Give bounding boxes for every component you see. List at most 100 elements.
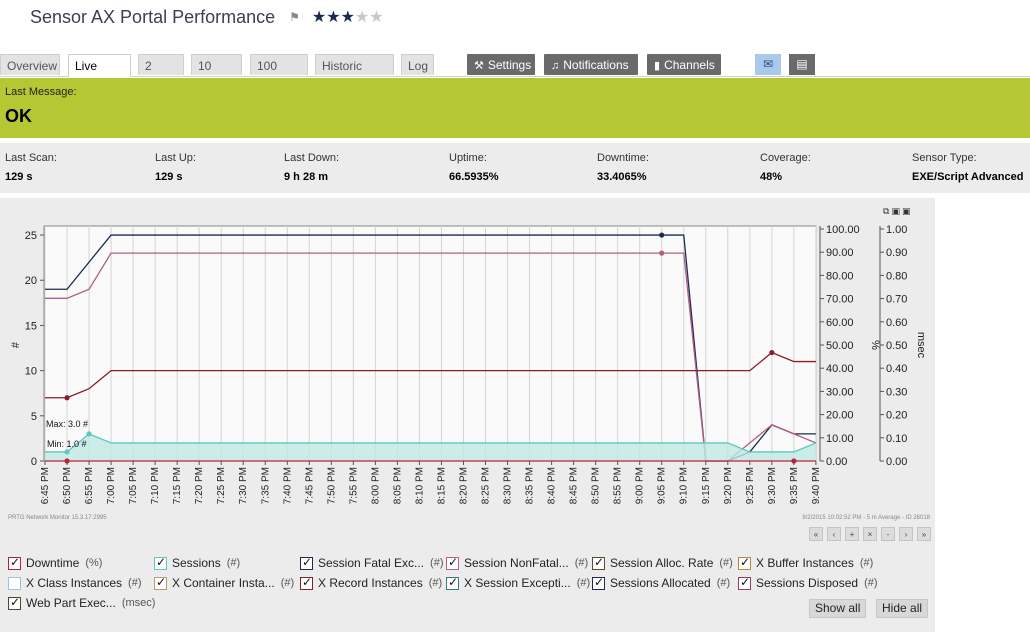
last-message-value: OK xyxy=(5,106,32,126)
stat-label: Last Scan: xyxy=(5,152,57,164)
rating-star-icon[interactable]: ★ xyxy=(311,9,327,26)
stat-coverage: Coverage: 48% xyxy=(760,152,811,183)
page-header: Sensor AX Portal Performance ⚑ ★★★★★ xyxy=(30,5,384,29)
rating-star-icon[interactable]: ★ xyxy=(354,9,370,26)
check-icon: ✓ xyxy=(448,574,459,589)
legend-unit: (msec) xyxy=(121,597,156,609)
notifications-button[interactable]: ♫ Notifications xyxy=(544,54,638,75)
stat-value: 129 s xyxy=(5,171,33,183)
legend-unit: (#) xyxy=(719,557,733,569)
legend-unit: (#) xyxy=(859,557,874,569)
stat-value: 66.5935% xyxy=(449,171,499,183)
legend-item[interactable]: ✓ Session Alloc. Rate (#) xyxy=(592,555,733,571)
tab-100-days[interactable]: 100 days xyxy=(250,54,308,96)
last-message-panel: Last Message: OK xyxy=(0,78,1030,138)
chart-nav-button[interactable]: › xyxy=(899,527,913,541)
legend-checkbox[interactable]: ✓ xyxy=(154,554,167,570)
legend-label: Sessions Allocated xyxy=(610,576,711,590)
rating-stars[interactable]: ★★★★★ xyxy=(312,7,384,27)
legend-item[interactable]: ✓ X Container Insta... (#) xyxy=(154,575,294,591)
show-all-button[interactable]: Show all xyxy=(809,599,867,618)
channels-icon: ▮ xyxy=(654,60,661,72)
stat-label: Last Down: xyxy=(284,152,340,164)
legend-label: Session Alloc. Rate xyxy=(610,556,714,570)
legend-unit: (#) xyxy=(280,577,295,589)
legend-label: Sessions xyxy=(172,556,221,570)
legend-checkbox[interactable]: ✓ xyxy=(446,554,459,570)
chart-nav-button[interactable]: - xyxy=(881,527,895,541)
legend-checkbox[interactable]: ✓ xyxy=(738,574,751,590)
save-icon[interactable]: ▣ xyxy=(891,206,902,216)
stat-last-scan: Last Scan: 129 s xyxy=(5,152,57,183)
check-icon: ✓ xyxy=(740,574,751,589)
legend-unit: (#) xyxy=(128,577,142,589)
legend-checkbox[interactable]: ✓ xyxy=(8,555,21,570)
comment-button[interactable]: ✉ xyxy=(755,54,781,75)
legend-checkbox[interactable]: ✓ xyxy=(446,574,459,590)
chart-nav-button[interactable]: × xyxy=(863,527,877,541)
list-view-button[interactable]: ▤ xyxy=(789,54,815,75)
legend-item[interactable]: ✓ Sessions Disposed (#) xyxy=(738,575,878,591)
stat-sensor-type: Sensor Type: EXE/Script Advanced xyxy=(912,152,1023,183)
tab-overview[interactable]: Overview xyxy=(0,54,60,75)
chart-nav-button[interactable]: + xyxy=(845,527,859,541)
channels-button[interactable]: ▮ Channels xyxy=(647,54,721,75)
check-icon: ✓ xyxy=(302,554,313,569)
stat-value: 129 s xyxy=(155,171,183,183)
stat-value: 33.4065% xyxy=(597,171,647,183)
legend-item[interactable]: ✓ Sessions (#) xyxy=(154,555,240,571)
legend-item[interactable]: ✓ Web Part Exec... (msec) xyxy=(8,595,155,611)
legend-item[interactable]: ✓ X Session Excepti... (#) xyxy=(446,575,590,591)
legend-item[interactable]: ✓ Sessions Allocated (#) xyxy=(592,575,730,591)
legend-checkbox[interactable] xyxy=(8,576,21,590)
legend-checkbox[interactable]: ✓ xyxy=(154,574,167,590)
legend-checkbox[interactable]: ✓ xyxy=(300,575,313,590)
rating-star-icon[interactable]: ★ xyxy=(326,9,341,26)
hide-all-button[interactable]: Hide all xyxy=(876,599,929,618)
channels-label: Channels xyxy=(664,58,715,72)
tab-2-days[interactable]: 2 days xyxy=(138,54,184,96)
tab-10-days[interactable]: 10 days xyxy=(191,54,242,96)
check-icon: ✓ xyxy=(10,594,21,609)
check-icon: ✓ xyxy=(156,574,167,589)
legend-item[interactable]: ✓ Downtime (%) xyxy=(8,555,102,571)
chart-nav-button[interactable]: » xyxy=(917,527,931,541)
legend-checkbox[interactable]: ✓ xyxy=(592,555,605,570)
rating-star-icon[interactable]: ★ xyxy=(340,9,355,26)
tab-log[interactable]: Log xyxy=(401,54,434,75)
stat-last-down: Last Down: 9 h 28 m xyxy=(284,152,339,183)
stat-value: 9 h 28 m xyxy=(284,171,329,183)
chart-nav-button[interactable]: ‹ xyxy=(827,527,841,541)
legend-checkbox[interactable]: ✓ xyxy=(300,554,313,570)
legend-unit: (#) xyxy=(430,557,444,569)
legend-checkbox[interactable]: ✓ xyxy=(8,594,21,610)
legend-item[interactable]: ✓ Session NonFatal... (#) xyxy=(446,555,588,571)
rating-star-icon[interactable]: ★ xyxy=(369,9,384,26)
chart-nav-button[interactable]: « xyxy=(809,527,823,541)
stat-label: Sensor Type: xyxy=(912,152,977,164)
notifications-label: Notifications xyxy=(563,58,629,72)
settings-label: Settings xyxy=(487,58,532,72)
flag-icon[interactable]: ⚑ xyxy=(289,10,300,24)
legend-item[interactable]: ✓ X Buffer Instances (#) xyxy=(738,555,873,571)
wrench-icon: ⚒ xyxy=(474,60,484,72)
legend-checkbox[interactable]: ✓ xyxy=(738,554,751,570)
legend-item[interactable]: ✓ X Record Instances (#) xyxy=(300,575,442,591)
tab-historic-data[interactable]: Historic Data xyxy=(315,54,394,96)
export-icon[interactable]: ▣ xyxy=(901,206,913,216)
legend-unit: (#) xyxy=(716,577,731,589)
comment-icon: ✉ xyxy=(762,57,774,71)
popout-icon[interactable]: ⧉ xyxy=(883,206,892,216)
stat-label: Uptime: xyxy=(449,152,487,164)
legend-unit: (#) xyxy=(576,577,591,589)
legend-item[interactable]: X Class Instances (#) xyxy=(8,575,142,591)
check-icon: ✓ xyxy=(156,554,167,569)
tab-live-data[interactable]: Live Data xyxy=(68,54,131,96)
page-title: Sensor AX Portal Performance xyxy=(30,6,276,27)
legend-checkbox[interactable]: ✓ xyxy=(592,575,605,590)
legend-item[interactable]: ✓ Session Fatal Exc... (#) xyxy=(300,555,444,571)
settings-button[interactable]: ⚒ Settings xyxy=(467,54,535,75)
check-icon: ✓ xyxy=(448,554,459,569)
stat-uptime: Uptime: 66.5935% xyxy=(449,152,499,183)
check-icon: ✓ xyxy=(740,554,751,569)
